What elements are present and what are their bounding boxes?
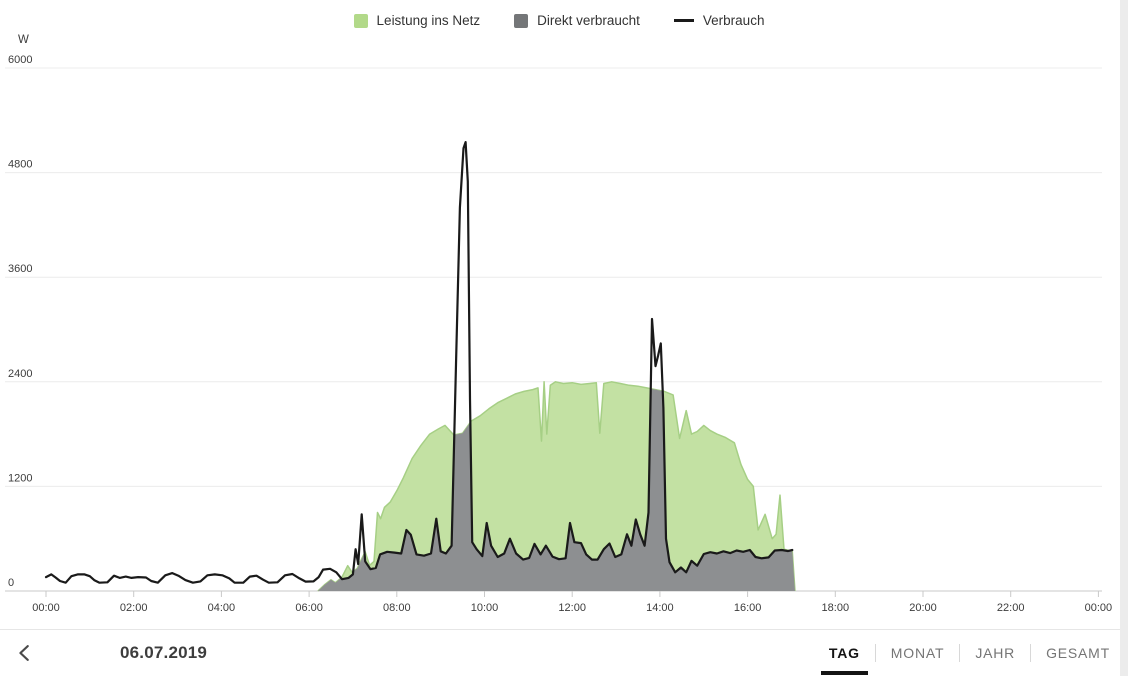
date-label: 06.07.2019 [120, 643, 208, 662]
legend-label: Verbrauch [702, 13, 765, 28]
svg-text:00:00: 00:00 [32, 602, 60, 614]
svg-text:4800: 4800 [8, 159, 32, 171]
scrollbar-track[interactable] [1120, 0, 1128, 676]
line-verbrauch [44, 141, 794, 584]
svg-text:00:00: 00:00 [1085, 602, 1113, 614]
tab-tag[interactable]: TAG [820, 630, 868, 676]
svg-text:W: W [18, 34, 29, 46]
legend-label: Leistung ins Netz [376, 13, 481, 28]
tab-separator [874, 644, 876, 662]
svg-text:10:00: 10:00 [471, 602, 499, 614]
legend-item-leistung-ins-netz: Leistung ins Netz [353, 13, 481, 28]
line-swatch-icon [673, 19, 694, 22]
tab-separator [959, 644, 961, 662]
x-axis-labels: 00:00 02:00 04:00 06:00 08:00 10:00 12:00 14:00… [32, 602, 1112, 614]
tab-jahr[interactable]: JAHR [972, 630, 1018, 676]
svg-text:22:00: 22:00 [997, 602, 1025, 614]
area-direkt-verbraucht [317, 388, 795, 591]
x-axis-ticks [45, 591, 1099, 597]
tab-separator [1030, 644, 1032, 662]
svg-text:2400: 2400 [8, 368, 32, 380]
svg-text:04:00: 04:00 [208, 602, 236, 614]
tab-gesamt[interactable]: GESAMT [1043, 630, 1113, 676]
y-axis-labels: 0 1200 2400 3600 4800 6000 [8, 54, 32, 589]
chart-canvas[interactable]: 0 1200 2400 3600 4800 6000 W 00:00 02:00 04:00 06:… [0, 0, 1128, 622]
svg-text:02:00: 02:00 [120, 602, 148, 614]
legend-item-direkt-verbraucht: Direkt verbraucht [514, 13, 640, 28]
svg-text:0: 0 [8, 577, 14, 589]
unit-label: W [18, 34, 29, 46]
green-area-swatch-icon [353, 13, 368, 28]
legend-label: Direkt verbraucht [537, 13, 640, 28]
chevron-left-icon [19, 645, 29, 661]
y-gridlines [5, 67, 1102, 592]
gray-area-swatch-icon [514, 13, 529, 28]
svg-text:6000: 6000 [8, 54, 32, 66]
legend-item-verbrauch: Verbrauch [673, 13, 765, 28]
area-leistung-edge [317, 381, 796, 592]
svg-text:14:00: 14:00 [646, 602, 674, 614]
footer-bar: 06.07.2019 TAG MONAT JAHR GESAMT [0, 629, 1128, 676]
svg-text:08:00: 08:00 [383, 602, 411, 614]
svg-text:06:00: 06:00 [295, 602, 323, 614]
chart-legend: Leistung ins Netz Direkt verbraucht Verb… [0, 13, 1118, 28]
previous-day-button[interactable] [0, 642, 36, 664]
tab-monat[interactable]: MONAT [888, 630, 948, 676]
svg-text:12:00: 12:00 [558, 602, 586, 614]
svg-text:3600: 3600 [8, 263, 32, 275]
svg-text:1200: 1200 [8, 472, 32, 484]
svg-text:20:00: 20:00 [909, 602, 937, 614]
svg-text:18:00: 18:00 [822, 602, 850, 614]
period-tabs: TAG MONAT JAHR GESAMT [820, 630, 1128, 676]
svg-text:16:00: 16:00 [734, 602, 762, 614]
